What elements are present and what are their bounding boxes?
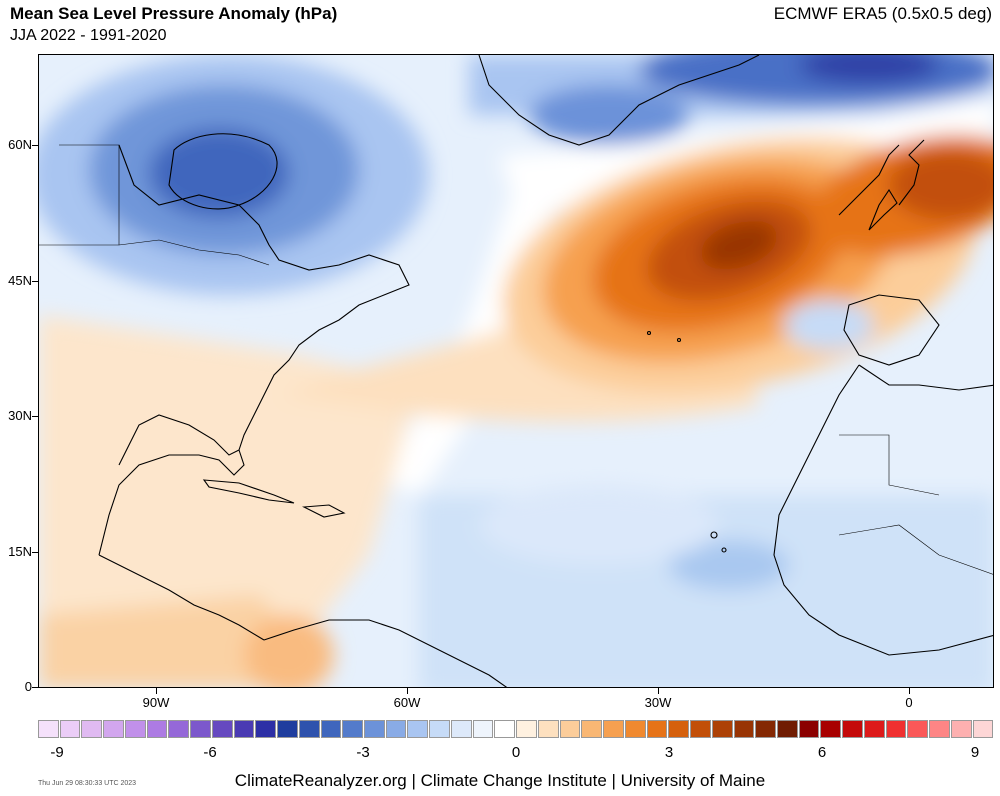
colorbar-swatch (407, 720, 429, 738)
colorbar-swatch (668, 720, 690, 738)
colorbar-swatch (38, 720, 59, 738)
colorbar-swatch (103, 720, 124, 738)
lat-tick (32, 281, 38, 282)
lon-label-60w: 60W (393, 695, 421, 710)
colorbar-swatch (364, 720, 385, 738)
colorbar-label: -9 (50, 744, 64, 761)
lon-tick (156, 688, 157, 694)
colorbar-swatch (429, 720, 450, 738)
colorbar-swatch (776, 720, 798, 738)
colorbar-swatch (298, 720, 320, 738)
anomaly-map (39, 55, 993, 687)
colorbar-label: 9 (970, 744, 980, 761)
colorbar-swatch (255, 720, 277, 738)
colorbar-swatch (277, 720, 298, 738)
lon-tick (407, 688, 408, 694)
lat-tick (32, 687, 38, 688)
colorbar-swatch (798, 720, 820, 738)
colorbar-swatch (929, 720, 950, 738)
colorbar-swatch (494, 720, 516, 738)
map-subtitle: JJA 2022 - 1991-2020 (10, 27, 167, 44)
colorbar-label: 6 (817, 744, 827, 761)
colorbar-label: 0 (511, 744, 521, 761)
lat-label-45n: 45N (8, 273, 32, 288)
colorbar-swatch (690, 720, 711, 738)
colorbar-swatch (342, 720, 364, 738)
lon-label-90w: 90W (142, 695, 170, 710)
colorbar-swatch (711, 720, 733, 738)
lat-tick (32, 416, 38, 417)
lat-label-0: 0 (24, 679, 32, 694)
colorbar-swatch (972, 720, 994, 738)
lat-label-30n: 30N (8, 408, 32, 423)
colorbar-swatch (516, 720, 537, 738)
color-scale-bar (38, 720, 994, 738)
colorbar-swatch (581, 720, 603, 738)
coastlines (98, 55, 993, 687)
colorbar-swatch (146, 720, 168, 738)
colorbar-swatch (624, 720, 646, 738)
data-source: ECMWF ERA5 (0.5x0.5 deg) (773, 4, 992, 23)
colorbar-swatch (950, 720, 972, 738)
colorbar-swatch (81, 720, 103, 738)
lon-tick (658, 688, 659, 694)
colorbar-swatch (733, 720, 755, 738)
map-panel (38, 54, 994, 688)
map-title: Mean Sea Level Pressure Anomaly (hPa) (10, 4, 338, 23)
colorbar-swatch (59, 720, 81, 738)
colorbar-swatch (907, 720, 929, 738)
colorbar-swatch (472, 720, 494, 738)
colorbar-swatch (233, 720, 255, 738)
political-borders (39, 144, 993, 575)
colorbar-swatch (646, 720, 668, 738)
colorbar-swatch (211, 720, 233, 738)
colorbar-swatch (385, 720, 407, 738)
lat-tick (32, 552, 38, 553)
lat-tick (32, 145, 38, 146)
lon-label-0: 0 (905, 695, 913, 710)
colorbar-label: -3 (356, 744, 370, 761)
colorbar-swatch (559, 720, 581, 738)
colorbar-swatch (168, 720, 190, 738)
colorbar-swatch (885, 720, 907, 738)
lon-label-30w: 30W (644, 695, 672, 710)
colorbar-swatch (537, 720, 559, 738)
colorbar-swatch (755, 720, 776, 738)
colorbar-swatch (863, 720, 885, 738)
colorbar-swatch (124, 720, 146, 738)
lat-label-60n: 60N (8, 137, 32, 152)
colorbar-swatch (320, 720, 342, 738)
render-timestamp: Thu Jun 29 08:30:33 UTC 2023 (38, 780, 137, 787)
colorbar-swatch (842, 720, 863, 738)
credit-line: ClimateReanalyzer.org | Climate Change I… (234, 771, 766, 790)
colorbar-swatch (820, 720, 842, 738)
colorbar-label: 3 (664, 744, 674, 761)
lon-tick (909, 688, 910, 694)
colorbar-swatch (603, 720, 624, 738)
colorbar-label: -6 (203, 744, 217, 761)
colorbar-swatch (190, 720, 211, 738)
lat-label-15n: 15N (8, 544, 32, 559)
colorbar-swatch (450, 720, 472, 738)
